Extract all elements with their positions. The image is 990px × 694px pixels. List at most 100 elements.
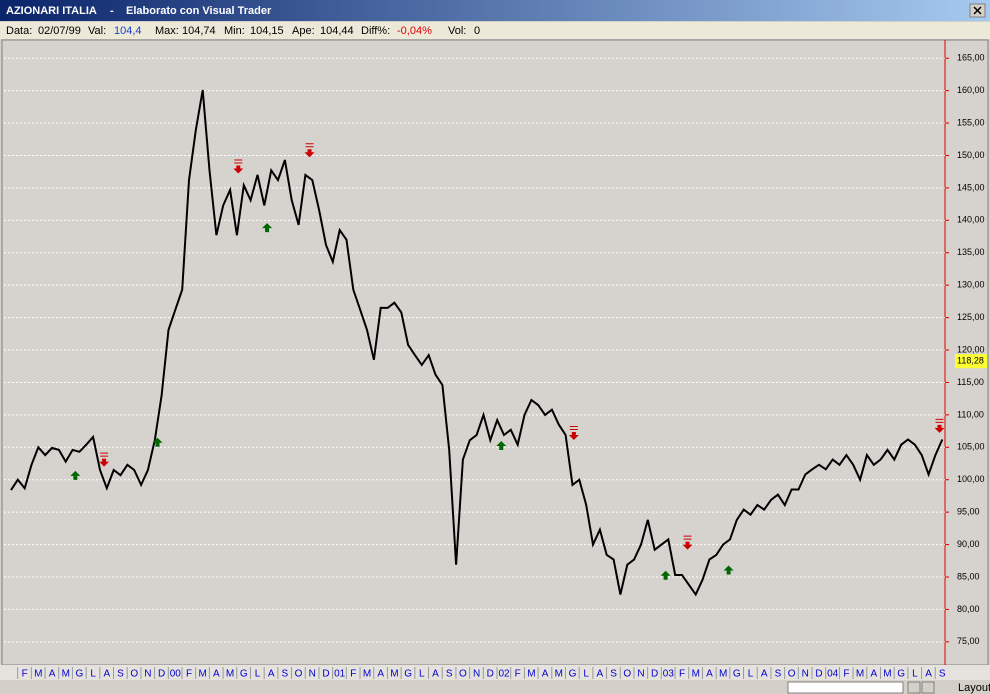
buy-signal [262, 223, 273, 233]
info-label: Min: [224, 25, 245, 37]
x-tick-label: A [761, 669, 768, 680]
x-tick-label: M [199, 669, 207, 680]
x-tick-label: A [925, 669, 932, 680]
x-tick-label: A [706, 669, 713, 680]
x-tick-label: F [515, 669, 521, 680]
scroll-track[interactable] [787, 681, 904, 694]
x-tick-label: M [226, 669, 234, 680]
last-value-label: 118,28 [957, 356, 984, 366]
y-tick-label: 140,00 [957, 215, 985, 225]
x-tick-label: A [542, 669, 549, 680]
x-axis-band [0, 665, 990, 680]
x-tick-label: M [390, 669, 398, 680]
info-value: 104,15 [250, 25, 284, 37]
x-tick-label: L [912, 669, 918, 680]
info-value: 104,4 [114, 25, 142, 37]
y-tick-label: 105,00 [957, 442, 985, 452]
info-label: Max: [155, 25, 179, 37]
x-tick-label: M [719, 669, 727, 680]
y-tick-label: 85,00 [957, 571, 980, 581]
y-tick-label: 125,00 [957, 312, 985, 322]
y-tick-label: 155,00 [957, 117, 985, 127]
sell-signal [233, 159, 244, 174]
x-tick-label: F [679, 669, 685, 680]
x-tick-label: N [802, 669, 809, 680]
info-label: Data: [6, 25, 32, 37]
info-value: 0 [474, 25, 480, 37]
sell-signal [304, 143, 315, 158]
chart: 75,00 80,00 85,00 90,00 95,00 100,00 105,00 110… [4, 40, 987, 665]
info-value: 02/07/99 [38, 25, 81, 37]
y-tick-label: 75,00 [957, 636, 980, 646]
y-tick-label: 95,00 [957, 507, 980, 517]
info-label: Val: [88, 25, 106, 37]
x-tick-label: D [651, 669, 658, 680]
x-tick-label: D [322, 669, 329, 680]
x-tick-label: G [569, 669, 577, 680]
title-separator: - [110, 5, 114, 17]
x-tick-label: F [843, 669, 849, 680]
y-tick-label: 145,00 [957, 182, 985, 192]
x-tick-label: L [255, 669, 261, 680]
x-tick-label: N [473, 669, 480, 680]
x-tick-label: S [282, 669, 289, 680]
x-tick-label: F [22, 669, 28, 680]
x-tick-label: A [870, 669, 877, 680]
x-tick-label: D [815, 669, 822, 680]
sell-signal [934, 418, 945, 433]
x-tick-label: N [144, 669, 151, 680]
buy-signal [660, 570, 671, 580]
x-tick-label: A [597, 669, 604, 680]
x-tick-label: O [788, 669, 796, 680]
x-tick-label: O [130, 669, 138, 680]
x-tick-label: M [692, 669, 700, 680]
y-tick-label: 100,00 [957, 474, 985, 484]
x-tick-label: N [309, 669, 316, 680]
info-label: Diff%: [361, 25, 390, 37]
x-axis: F M A M G L A S O N D 00 F M A M G L A S O N D 01 F M A M G L A S O N D 02 F… [17, 667, 946, 680]
x-tick-label: M [34, 669, 42, 680]
buy-signal [152, 437, 163, 447]
x-tick-label: M [555, 669, 563, 680]
x-tick-label: A [213, 669, 220, 680]
info-group: Data: 02/07/99 Val: 104,4 Max: 104,74 Min: 104,… [6, 25, 480, 37]
sell-signal [682, 535, 693, 550]
layout-button[interactable]: Layout [958, 682, 990, 694]
scroll-bar[interactable] [0, 681, 990, 694]
x-tick-label: G [404, 669, 412, 680]
zoom-out-button[interactable] [921, 681, 935, 694]
x-tick-label: A [268, 669, 275, 680]
buy-signal [496, 441, 507, 451]
y-tick-label: 135,00 [957, 247, 985, 257]
x-tick-label: D [487, 669, 494, 680]
x-tick-label: M [856, 669, 864, 680]
plot-area [1, 39, 989, 666]
x-tick-label: F [186, 669, 192, 680]
x-tick-label: G [733, 669, 741, 680]
sell-signal [568, 425, 579, 440]
x-tick-label: F [350, 669, 356, 680]
y-tick-label: 115,00 [957, 377, 984, 387]
y-tick-label: 90,00 [957, 539, 980, 549]
buy-signal [723, 565, 734, 575]
x-tick-label: S [117, 669, 124, 680]
y-tick-label: 130,00 [957, 280, 985, 290]
window-title: AZIONARI ITALIA [6, 5, 97, 17]
info-label: Ape: [292, 25, 315, 37]
y-tick-label: 165,00 [957, 53, 985, 63]
window-subtitle: Elaborato con Visual Trader [126, 5, 272, 17]
x-tick-label: A [49, 669, 56, 680]
x-tick-label: O [459, 669, 467, 680]
y-tick-label: 110,00 [957, 409, 984, 419]
info-value: -0,04% [397, 25, 432, 37]
y-tick-label: 120,00 [957, 344, 985, 354]
close-button[interactable] [969, 3, 986, 18]
x-tick-label: L [419, 669, 425, 680]
zoom-in-button[interactable] [907, 681, 921, 694]
y-tick-label: 160,00 [957, 85, 985, 95]
x-tick-label: O [623, 669, 631, 680]
last-value-box [955, 354, 987, 369]
x-tick-label: 01 [334, 669, 346, 680]
info-label: Vol: [448, 25, 466, 37]
